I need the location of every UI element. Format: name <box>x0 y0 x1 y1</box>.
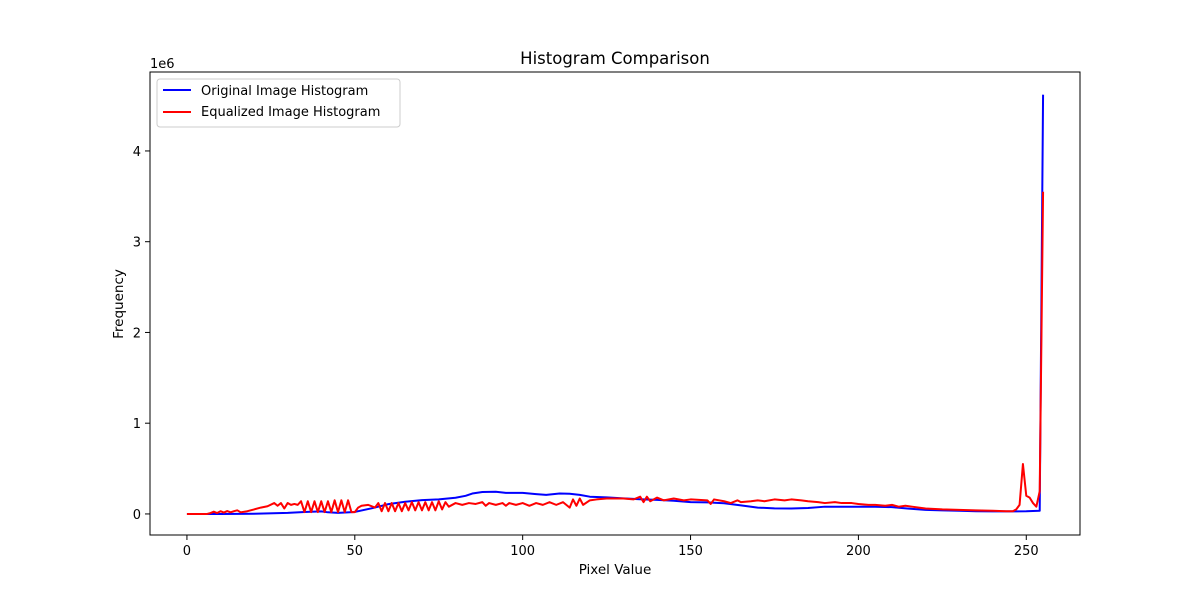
series-layer <box>186 94 1045 515</box>
legend-label-equalized: Equalized Image Histogram <box>201 105 380 120</box>
y-tick-label: 2 <box>133 326 141 341</box>
series-line-equalized <box>186 191 1045 515</box>
legend: Original Image Histogram Equalized Image… <box>156 78 401 128</box>
y-tick-label: 1 <box>133 417 141 432</box>
y-tick-label: 4 <box>133 145 141 160</box>
x-tick-label: 50 <box>347 544 364 559</box>
x-axis: 0 50 100 150 200 250 <box>183 535 1039 559</box>
x-tick-label: 0 <box>183 544 191 559</box>
y-tick-label: 3 <box>133 236 141 251</box>
y-tick-label: 0 <box>133 508 141 523</box>
chart-title: Histogram Comparison <box>520 49 710 68</box>
axes-frame <box>149 71 1081 536</box>
x-tick-label: 200 <box>846 544 871 559</box>
x-tick-label: 100 <box>510 544 535 559</box>
x-tick-label: 150 <box>678 544 703 559</box>
legend-box <box>156 78 401 128</box>
legend-label-original: Original Image Histogram <box>201 84 368 99</box>
plot-area <box>149 71 1081 536</box>
y-axis: 0 1 2 3 4 <box>133 145 150 523</box>
series-line-original <box>186 94 1045 515</box>
y-axis-label: Frequency <box>111 269 127 339</box>
x-axis-label: Pixel Value <box>579 562 652 578</box>
x-tick-label: 250 <box>1014 544 1039 559</box>
y-offset-label: 1e6 <box>150 57 175 72</box>
